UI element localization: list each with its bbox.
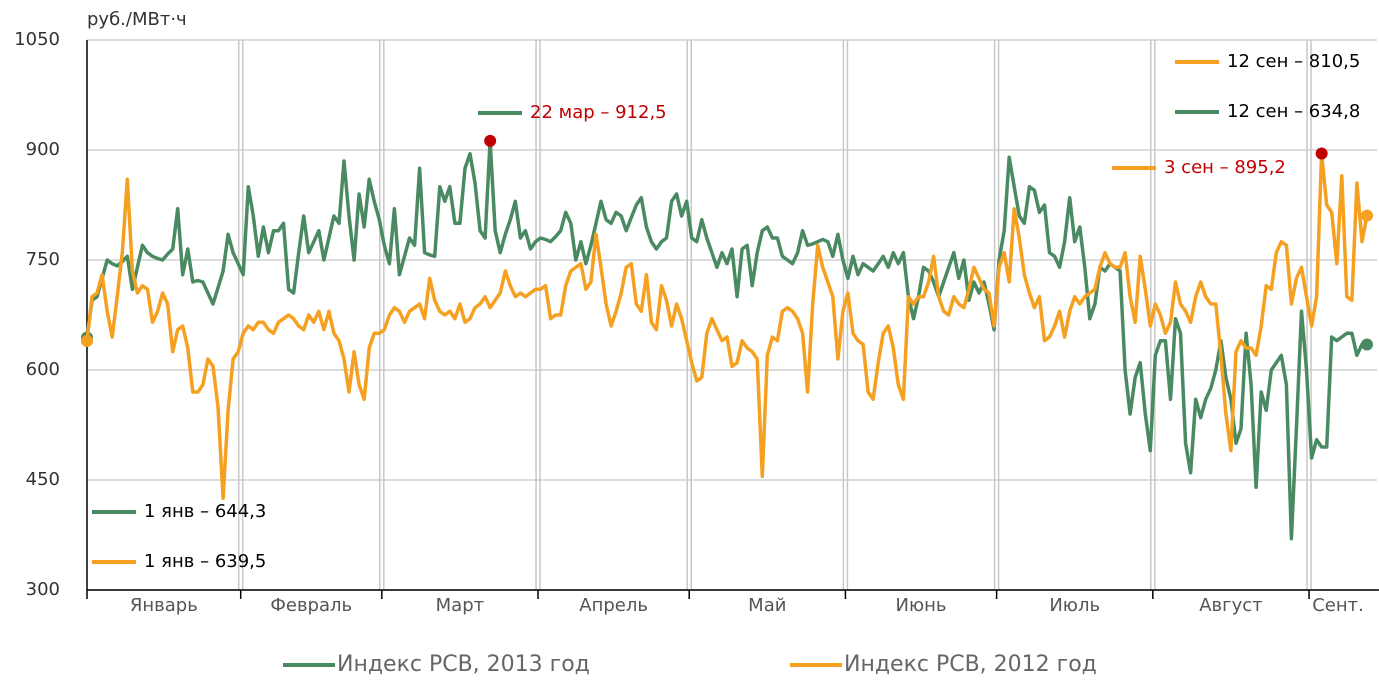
- series-line: [85, 151, 1369, 501]
- series-line: [85, 139, 1368, 541]
- y-tick-label: 750: [26, 249, 60, 270]
- max-marker: [1315, 147, 1328, 160]
- annotation: 12 сен – 634,8: [1227, 101, 1360, 122]
- y-tick-label: 300: [26, 579, 60, 600]
- annotation: 22 мар – 912,5: [530, 102, 667, 123]
- y-tick-label: 900: [26, 139, 60, 160]
- end-marker: [1361, 209, 1373, 222]
- x-tick-label: Август: [1199, 595, 1262, 616]
- x-tick-label: Июнь: [896, 595, 947, 616]
- x-tick-label: Март: [436, 595, 484, 616]
- legend-label: Индекс РСВ, 2012 год: [844, 652, 1097, 677]
- legend-label: Индекс РСВ, 2013 год: [337, 652, 590, 677]
- y-tick-label: 1050: [14, 29, 60, 50]
- annotation: 1 янв – 639,5: [144, 551, 266, 572]
- annotation: 12 сен – 810,5: [1227, 51, 1360, 72]
- annotation: 1 янв – 644,3: [144, 501, 266, 522]
- y-axis-label: руб./МВт·ч: [87, 9, 187, 30]
- max-marker: [484, 134, 497, 147]
- end-marker: [1361, 338, 1373, 351]
- y-tick-label: 450: [26, 469, 60, 490]
- x-tick-label: Апрель: [579, 595, 648, 616]
- annotation: 3 сен – 895,2: [1164, 157, 1286, 178]
- y-tick-label: 600: [26, 359, 60, 380]
- x-tick-label: Февраль: [270, 595, 352, 616]
- x-tick-label: Январь: [130, 595, 198, 616]
- x-tick-label: Сент.: [1312, 595, 1364, 616]
- x-tick-label: Июль: [1049, 595, 1100, 616]
- x-tick-label: Май: [748, 595, 786, 616]
- end-marker: [81, 335, 93, 348]
